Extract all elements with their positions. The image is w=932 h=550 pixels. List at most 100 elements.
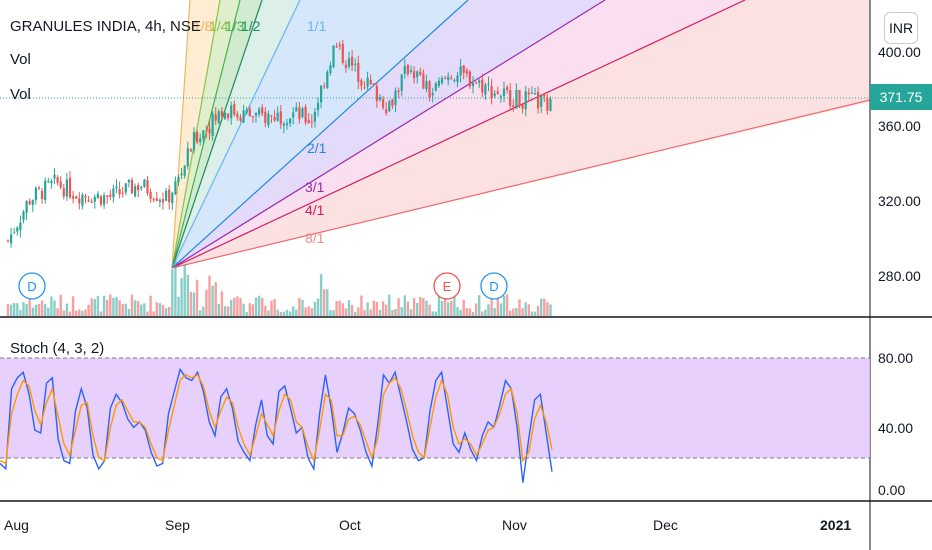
candle-body xyxy=(189,149,192,152)
candle-body xyxy=(512,105,515,107)
event-dividend-1[interactable]: D xyxy=(18,272,46,300)
volume-bar xyxy=(155,302,158,316)
candle-body xyxy=(106,195,109,197)
volume-bar xyxy=(25,304,28,316)
volume-label-1[interactable]: Vol xyxy=(10,51,31,68)
volume-bar xyxy=(434,311,437,316)
volume-bar xyxy=(211,285,214,316)
candle-body xyxy=(289,118,292,124)
candle-body xyxy=(53,174,56,179)
candle-body xyxy=(41,191,44,199)
volume-bar xyxy=(93,299,96,316)
candle-body xyxy=(13,232,16,234)
volume-bar xyxy=(338,300,341,316)
volume-bar xyxy=(502,296,506,316)
candle-body xyxy=(295,107,298,112)
volume-bar xyxy=(230,299,233,316)
candle-body xyxy=(202,130,205,139)
candle-body xyxy=(171,192,174,204)
candle-body xyxy=(34,188,37,201)
candle-body xyxy=(78,198,81,204)
volume-bar xyxy=(326,289,329,316)
volume-bar xyxy=(518,299,521,316)
candle-body xyxy=(62,188,65,197)
volume-bar xyxy=(416,302,419,316)
volume-bar xyxy=(437,294,441,316)
volume-bar xyxy=(468,308,472,316)
volume-bar xyxy=(453,294,456,316)
svg-text:D: D xyxy=(27,279,36,294)
candle-body xyxy=(258,109,261,115)
candle-body xyxy=(10,234,13,244)
volume-bar xyxy=(50,296,53,316)
candle-body xyxy=(208,128,211,134)
candle-body xyxy=(143,179,146,187)
volume-bar xyxy=(536,305,540,316)
event-dividend-2[interactable]: D xyxy=(480,272,508,300)
volume-bar xyxy=(118,300,121,316)
event-earnings[interactable]: E xyxy=(433,272,461,300)
candle-body xyxy=(168,189,171,203)
volume-bar xyxy=(242,303,245,316)
candle-body xyxy=(530,92,533,94)
volume-bar xyxy=(428,304,431,316)
candle-body xyxy=(115,186,118,189)
volume-bar xyxy=(474,303,478,316)
candle-body xyxy=(205,130,208,132)
candle-body xyxy=(506,87,509,90)
candle-body xyxy=(347,58,351,67)
candle-body xyxy=(391,99,394,106)
candle-body xyxy=(335,46,338,48)
volume-bar xyxy=(127,309,131,316)
candle-body xyxy=(56,177,59,183)
candle-body xyxy=(475,82,478,84)
time-tick-dec: Dec xyxy=(653,517,678,533)
candle-body xyxy=(220,111,223,117)
volume-bar xyxy=(217,303,220,316)
candle-body xyxy=(419,71,422,75)
volume-bar xyxy=(465,308,468,316)
candle-body xyxy=(239,117,242,121)
gann-fan-labels: 1/8 1/4 1/3 1/2 1/1 2/1 3/1 4/1 8/1 xyxy=(193,18,327,246)
volume-bar xyxy=(254,297,258,316)
volume-bar xyxy=(146,311,149,316)
candle-body xyxy=(118,189,121,195)
price-axis[interactable]: 400.00 360.00 320.00 280.00 80.00 40.00 … xyxy=(878,44,921,498)
candle-body xyxy=(481,79,484,93)
volume-bar xyxy=(99,311,103,316)
volume-bar xyxy=(515,308,518,316)
chart-title[interactable]: GRANULES INDIA, 4h, NSE xyxy=(10,18,201,35)
volume-bar xyxy=(177,296,180,316)
volume-bar xyxy=(205,289,208,316)
candle-body xyxy=(68,177,72,198)
volume-label-2[interactable]: Vol xyxy=(10,86,31,103)
stoch-lines xyxy=(0,367,553,483)
candle-body xyxy=(496,91,499,94)
candle-body xyxy=(233,104,236,115)
fan-label-1-3: 1/3 xyxy=(225,18,245,34)
time-tick-2021: 2021 xyxy=(820,517,851,533)
volume-bar xyxy=(106,300,109,316)
volume-bar xyxy=(375,302,379,316)
volume-bar xyxy=(248,303,251,316)
candle-body xyxy=(192,131,196,150)
candle-body xyxy=(515,90,518,109)
candle-body xyxy=(388,101,391,111)
candle-body xyxy=(121,192,124,194)
candle-body xyxy=(251,116,254,118)
volume-bar xyxy=(298,298,301,316)
candle-body xyxy=(214,114,217,121)
volume-bar xyxy=(96,296,100,316)
volume-bar xyxy=(28,298,31,316)
time-axis[interactable]: Aug Sep Oct Nov Dec 2021 xyxy=(4,517,851,533)
candle-body xyxy=(279,111,282,125)
volume-bar xyxy=(307,306,310,316)
volume-bar xyxy=(447,302,450,316)
stoch-band xyxy=(0,358,870,458)
volume-bar xyxy=(493,307,496,316)
currency-button[interactable]: INR xyxy=(884,12,918,44)
stoch-label[interactable]: Stoch (4, 3, 2) xyxy=(10,340,105,357)
candle-body xyxy=(493,93,496,97)
volume-bar xyxy=(329,310,332,316)
